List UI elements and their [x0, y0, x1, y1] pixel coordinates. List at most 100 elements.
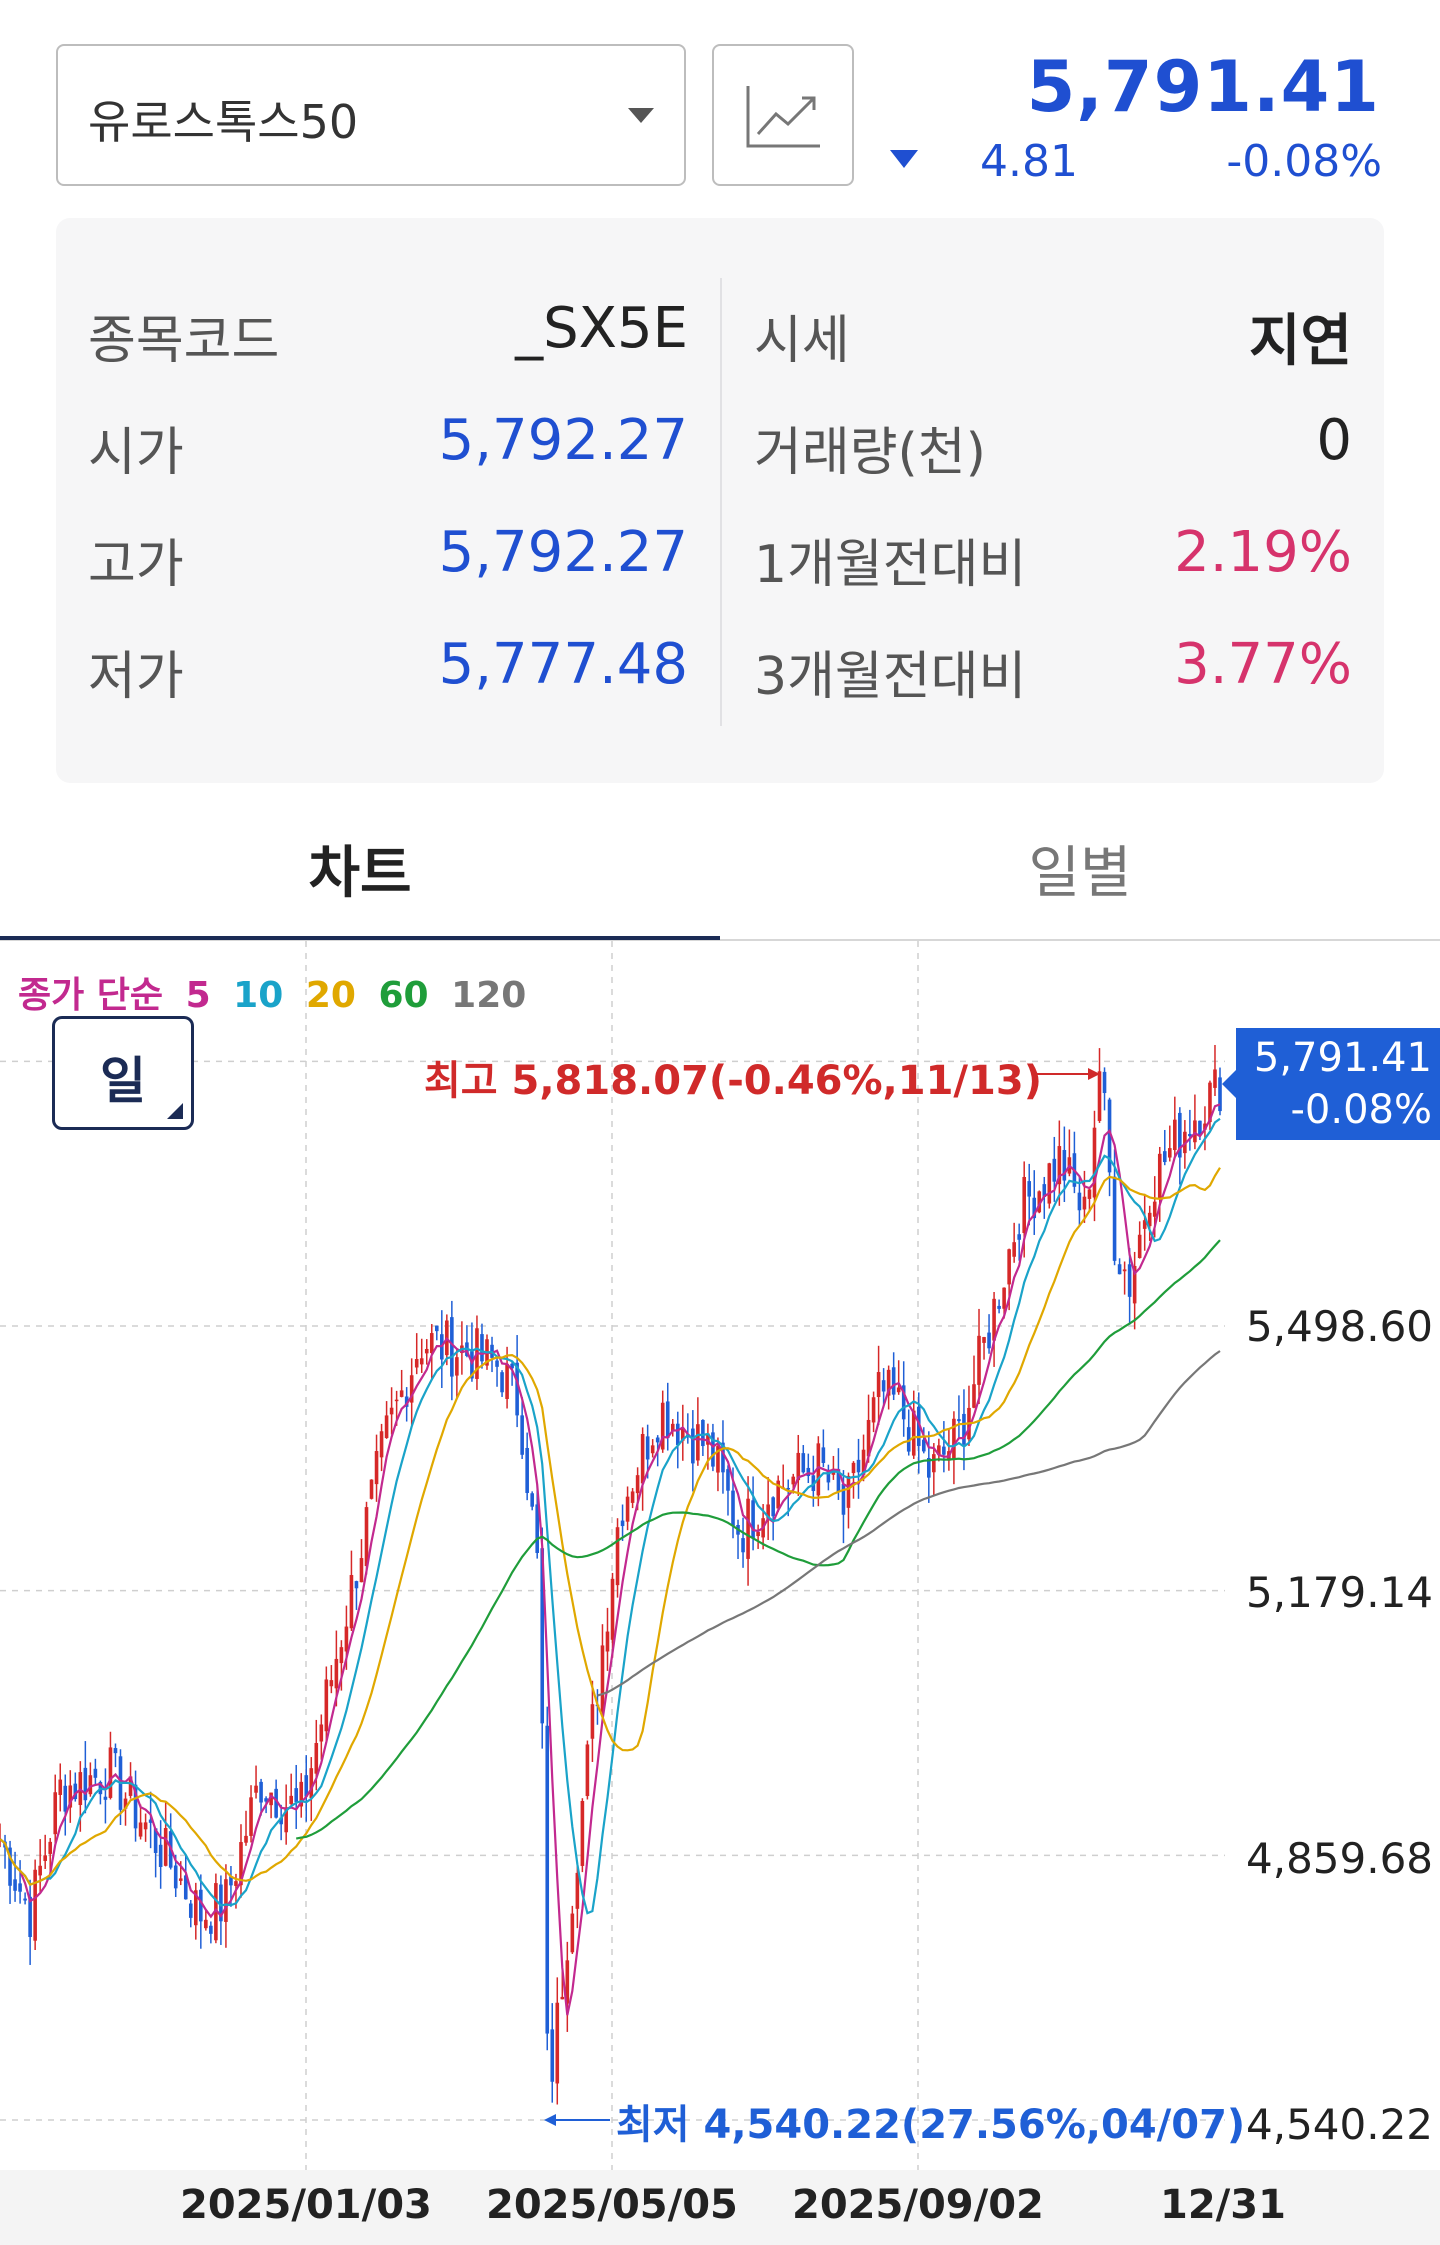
ma-line-10: [0, 1117, 1221, 1915]
candle-body: [404, 1396, 409, 1407]
candle-body: [379, 1431, 384, 1458]
candle-body: [1107, 1099, 1112, 1173]
candle-body: [83, 1767, 88, 1801]
candle-body: [886, 1369, 891, 1396]
candle-body: [1218, 1077, 1222, 1112]
candle-body: [645, 1436, 650, 1460]
candle-body: [1178, 1112, 1182, 1158]
chart-type-button[interactable]: [712, 44, 854, 186]
candle-body: [1208, 1082, 1212, 1123]
candle-body: [630, 1491, 635, 1503]
candle-body: [791, 1476, 796, 1485]
candle-body: [846, 1475, 851, 1508]
candle-body: [937, 1445, 941, 1455]
price-change: 4.81: [980, 136, 1078, 187]
low-arrow-head: [544, 2114, 556, 2126]
low-annotation: 최저 4,540.22(27.56%,04/07): [616, 2102, 1246, 2148]
candle-body: [540, 1548, 545, 1724]
candle-body: [1147, 1212, 1152, 1227]
candle-body: [279, 1817, 283, 1825]
ma-legend-60: 60: [378, 975, 429, 1016]
candle-body: [384, 1415, 389, 1439]
candle-body: [962, 1413, 966, 1445]
candle-body: [816, 1443, 821, 1496]
period-button[interactable]: 일: [52, 1016, 194, 1130]
candle-body: [841, 1483, 846, 1515]
candle-body: [359, 1558, 364, 1583]
candle-body: [254, 1785, 258, 1793]
candle-body: [680, 1427, 685, 1441]
candle-body: [701, 1419, 705, 1447]
candle-body: [515, 1362, 519, 1416]
index-select-value: 유로스톡스50: [88, 95, 359, 149]
candle-body: [771, 1497, 775, 1517]
candle-body: [665, 1401, 670, 1439]
candle-body: [570, 1913, 575, 1953]
tab-daily[interactable]: 일별: [720, 800, 1440, 940]
candle-body: [510, 1363, 514, 1369]
candle-body: [691, 1428, 695, 1464]
candle-body: [1027, 1181, 1032, 1197]
candle-body: [957, 1419, 961, 1422]
price-down-icon: [890, 150, 918, 168]
candle-body: [68, 1785, 73, 1808]
candle-body: [319, 1724, 324, 1742]
candle-body: [1198, 1120, 1202, 1136]
candle-body: [1007, 1249, 1011, 1285]
tab-chart-label: 차트: [308, 841, 412, 906]
candle-body: [1152, 1201, 1157, 1217]
x-tick-label: 2025/05/05: [486, 2182, 738, 2228]
candle-body: [696, 1424, 700, 1461]
candle-body: [93, 1768, 98, 1778]
info-value-high: 5,792.27: [438, 520, 688, 585]
candle-body: [224, 1879, 228, 1922]
candle-body: [1022, 1176, 1026, 1234]
candle-body: [394, 1399, 399, 1402]
info-value-1m-change: 2.19%: [1174, 520, 1352, 585]
index-select[interactable]: 유로스톡스50: [56, 44, 686, 186]
price-chart[interactable]: [0, 941, 1440, 2171]
candle-body: [480, 1334, 484, 1362]
candle-body: [1052, 1158, 1057, 1182]
candle-body: [239, 1842, 243, 1886]
current-price-tag-price: 5,791.41: [1253, 1035, 1432, 1081]
info-label: 종목코드: [88, 311, 280, 371]
candle-body: [1157, 1153, 1162, 1200]
candle-body: [163, 1828, 168, 1866]
candle-body: [520, 1415, 524, 1455]
candle-body: [344, 1626, 349, 1652]
candle-body: [53, 1792, 58, 1835]
tab-chart[interactable]: 차트: [0, 800, 720, 940]
candle-body: [1173, 1119, 1177, 1151]
candle-body: [324, 1679, 329, 1732]
info-label: 1개월전대비: [754, 535, 1027, 595]
candle-body: [952, 1418, 956, 1460]
line-chart-icon: [746, 86, 820, 148]
candle-body: [1062, 1150, 1067, 1181]
candle-body: [751, 1500, 755, 1539]
annotation-arrows: [544, 1068, 1100, 2126]
info-value-open: 5,792.27: [438, 408, 688, 473]
y-tick-label: 4,540.22: [1246, 2100, 1434, 2149]
candle-body: [796, 1452, 801, 1481]
tab-baseline: [0, 939, 1440, 941]
candle-body: [244, 1835, 248, 1843]
candle-body: [756, 1531, 760, 1537]
candle-body: [43, 1855, 47, 1861]
candle-body: [560, 1996, 565, 2000]
candle-body: [158, 1844, 163, 1867]
candle-body: [1002, 1287, 1006, 1309]
current-price-tag: 5,791.41 -0.08%: [1222, 1028, 1440, 1140]
candle-body: [535, 1504, 540, 1553]
candle-body: [229, 1876, 233, 1886]
candle-body: [339, 1647, 344, 1664]
candle-body: [113, 1748, 118, 1754]
period-button-label: 일: [100, 1052, 146, 1110]
candle-body: [711, 1432, 715, 1467]
candle-body: [555, 2002, 560, 2084]
candle-body: [234, 1881, 238, 1886]
candle-body: [128, 1776, 133, 1796]
candle-body: [13, 1879, 17, 1891]
candle-body: [103, 1796, 108, 1800]
candle-body: [349, 1575, 354, 1629]
